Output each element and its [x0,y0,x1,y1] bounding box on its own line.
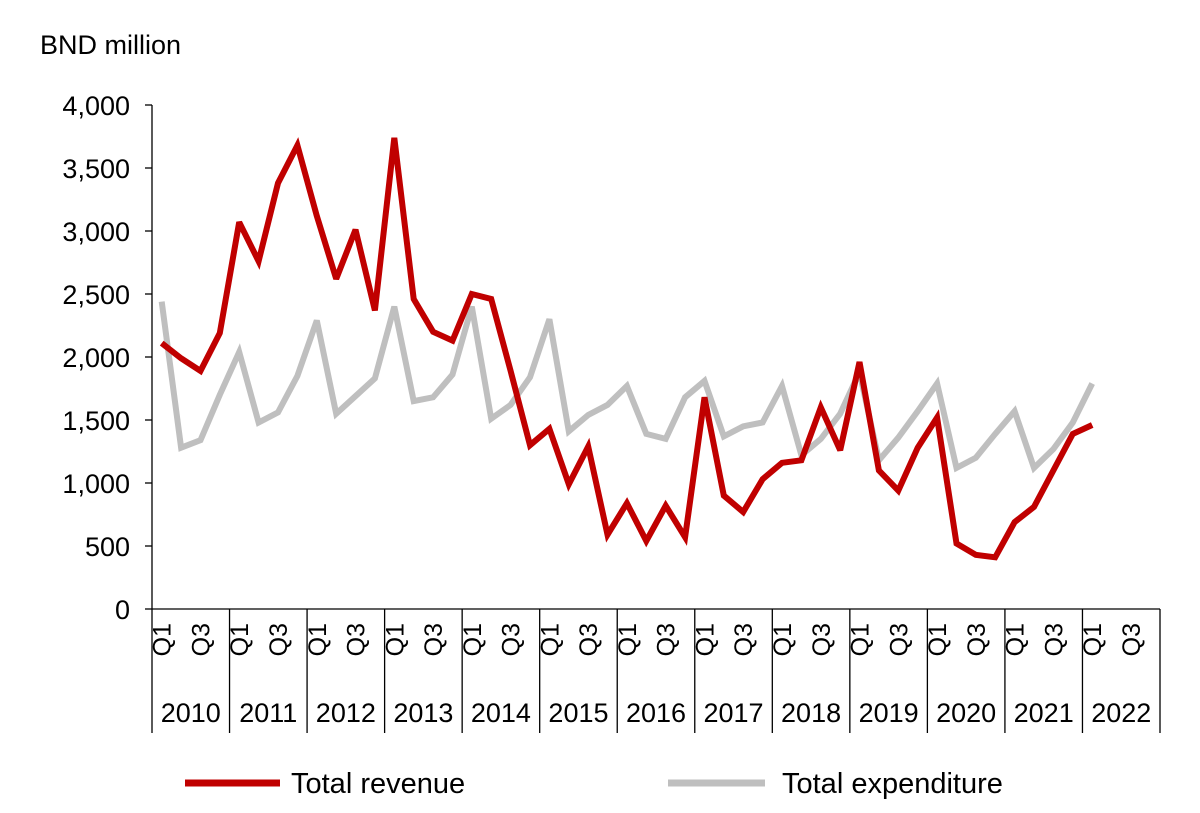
x-quarter-label: Q3 [420,623,448,656]
series-layer [158,137,1095,561]
y-axis-unit-label: BND million [40,30,181,60]
x-year-label: 2016 [626,698,686,728]
x-year-label: 2018 [781,698,841,728]
x-quarter-label: Q3 [1040,623,1068,656]
y-tick-label: 0 [115,595,130,625]
y-tick-label: 4,000 [62,91,130,121]
y-axis: 0 500 1,000 1,500 2,000 2,500 3,000 3,500 4,000 [62,91,153,625]
x-quarter-label: Q3 [808,623,836,656]
x-quarter-label: Q1 [381,623,409,656]
x-year-label: 2017 [703,698,763,728]
x-quarter-label: Q1 [847,623,875,656]
x-quarter-label: Q3 [963,623,991,656]
legend: Total revenue Total expenditure [185,768,1003,800]
series-line-total-expenditure [158,301,1095,474]
x-quarter-label: Q3 [265,623,293,656]
x-quarter-label: Q1 [304,623,332,656]
x-quarter-label: Q3 [653,623,681,656]
legend-label: Total expenditure [782,768,1003,800]
x-quarter-label: Q1 [691,623,719,656]
y-tick-label: 1,000 [62,469,130,499]
y-tick-label: 3,500 [62,154,130,184]
x-quarter-label: Q1 [769,623,797,656]
x-year-label: 2010 [161,698,221,728]
x-quarter-label: Q1 [924,623,952,656]
x-quarter-label: Q1 [1002,623,1030,656]
x-year-label: 2013 [393,698,453,728]
x-quarter-label: Q3 [730,623,758,656]
x-quarter-label: Q1 [149,623,177,656]
x-quarter-label: Q3 [343,623,371,656]
series-line-total-revenue [159,137,1094,561]
x-quarter-label: Q3 [1118,623,1146,656]
x-year-label: 2021 [1014,698,1074,728]
x-year-label: 2015 [548,698,608,728]
y-tick-label: 2,000 [62,343,130,373]
x-quarter-label: Q3 [885,623,913,656]
y-tick-label: 500 [85,532,130,562]
x-quarter-label: Q1 [1079,623,1107,656]
x-quarter-label: Q3 [498,623,526,656]
y-tick-label: 2,500 [62,280,130,310]
x-year-label: 2011 [239,698,297,728]
x-year-label: 2019 [859,698,919,728]
x-axis: Q1 Q3 2010 Q1 Q3 2011 Q1 Q3 2012 Q1 Q3 2013 Q1 Q3 2014… [149,608,1161,733]
x-quarter-label: Q1 [614,623,642,656]
y-tick-label: 1,500 [62,406,130,436]
x-quarter-label: Q1 [459,623,487,656]
x-year-label: 2014 [471,698,531,728]
x-year-label: 2020 [936,698,996,728]
x-year-label: 2012 [316,698,376,728]
y-tick-label: 3,000 [62,217,130,247]
x-year-label: 2022 [1091,698,1151,728]
x-quarter-label: Q3 [575,623,603,656]
x-quarter-label: Q1 [536,623,564,656]
legend-label: Total revenue [291,768,465,800]
x-quarter-label: Q3 [187,623,215,656]
x-quarter-label: Q1 [226,623,254,656]
